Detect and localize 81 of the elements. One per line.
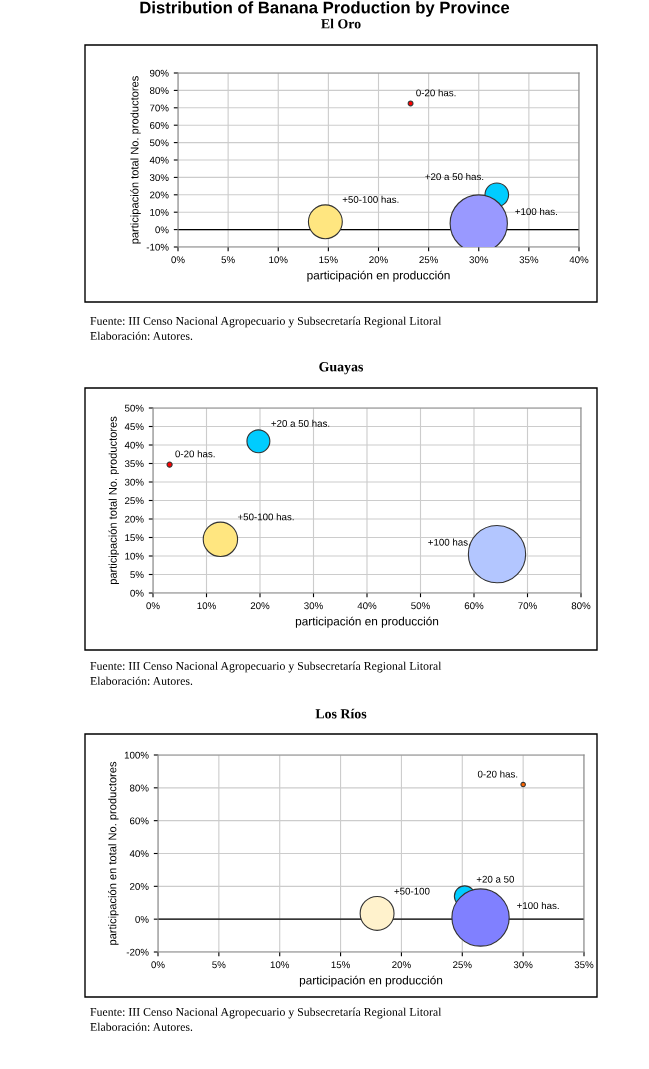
y-tick-label: 0% bbox=[135, 915, 149, 923]
y-tick-label: -10% bbox=[146, 243, 169, 251]
source-note: Fuente: III Censo Nacional Agropecuario y Subsecretaría Regional Litoral bbox=[90, 661, 442, 673]
x-tick-label: 30% bbox=[304, 602, 323, 610]
y-tick-label: 10% bbox=[125, 552, 144, 560]
chart-title: Guayas bbox=[319, 362, 364, 375]
x-tick-label: 35% bbox=[519, 256, 539, 264]
x-tick-label: 60% bbox=[464, 602, 484, 610]
x-tick-label: 10% bbox=[269, 256, 288, 264]
y-tick-label: -20% bbox=[126, 948, 149, 956]
y-tick-label: 10% bbox=[150, 208, 169, 216]
y-tick-label: 5% bbox=[130, 571, 144, 579]
x-tick-label: 70% bbox=[518, 602, 537, 610]
x-tick-label: 20% bbox=[369, 256, 388, 264]
y-tick-label: 45% bbox=[124, 423, 144, 431]
x-tick-label: 30% bbox=[469, 256, 489, 264]
x-tick-label: 30% bbox=[513, 961, 533, 969]
x-axis-title: participación en producción bbox=[295, 616, 439, 628]
x-axis-title: participación en producción bbox=[299, 975, 443, 987]
x-tick-label: 5% bbox=[221, 256, 235, 264]
y-tick-label: 90% bbox=[149, 69, 169, 77]
series-label: +50-100 has. bbox=[237, 513, 294, 521]
x-tick-label: 35% bbox=[574, 961, 594, 969]
y-tick-label: 60% bbox=[150, 121, 169, 129]
series-label: +100 has. bbox=[517, 901, 559, 910]
series-label: +100 has. bbox=[515, 207, 557, 216]
series-label: +20 a 50 has. bbox=[271, 419, 330, 427]
text: Elaboración: Autores. bbox=[90, 676, 193, 686]
series-label: 0-20 has. bbox=[416, 89, 456, 97]
chart-subtitle: Distribution of Banana Production by Province bbox=[140, 1, 510, 17]
x-tick-label: 25% bbox=[419, 256, 439, 264]
y-tick-label: 35% bbox=[124, 460, 144, 468]
x-tick-label: 15% bbox=[331, 961, 350, 969]
y-tick-label: 40% bbox=[129, 850, 149, 858]
y-tick-label: 20% bbox=[125, 515, 144, 523]
x-tick-label: 50% bbox=[411, 602, 430, 610]
x-tick-label: 40% bbox=[357, 602, 377, 610]
x-tick-label: 15% bbox=[319, 256, 338, 264]
y-tick-label: 70% bbox=[150, 104, 169, 112]
y-tick-label: 0% bbox=[155, 226, 169, 234]
series-label: +20 a 50 bbox=[476, 875, 515, 883]
y-tick-label: 0% bbox=[130, 589, 144, 597]
y-tick-label: 50% bbox=[124, 404, 144, 412]
y-tick-label: 30% bbox=[124, 478, 144, 486]
series-label: +50-100 has. bbox=[342, 195, 399, 203]
x-tick-label: 40% bbox=[569, 256, 589, 264]
text: Elaboración: Autores. bbox=[90, 331, 193, 341]
chart-title: Los Ríos bbox=[315, 708, 367, 719]
y-tick-label: 15% bbox=[125, 534, 144, 542]
source-note: Fuente: III Censo Nacional Agropecuario y Subsecretaría Regional Litoral bbox=[90, 316, 442, 328]
x-tick-label: 25% bbox=[453, 961, 472, 969]
x-tick-label: 0% bbox=[171, 256, 185, 264]
text: Elaboración: Autores. bbox=[90, 1022, 193, 1032]
y-tick-label: 40% bbox=[149, 156, 169, 164]
y-tick-label: 60% bbox=[130, 817, 149, 825]
series-label: +100 has. bbox=[428, 538, 470, 546]
x-tick-label: 10% bbox=[197, 602, 216, 610]
y-tick-label: 30% bbox=[149, 174, 169, 182]
x-tick-label: 10% bbox=[270, 961, 290, 969]
series-label: 0-20 has. bbox=[477, 770, 518, 778]
y-tick-label: 80% bbox=[149, 87, 169, 95]
series-label: +50-100 bbox=[394, 887, 430, 895]
x-tick-label: 20% bbox=[250, 602, 270, 610]
y-tick-label: 40% bbox=[124, 441, 144, 449]
y-tick-label: 100% bbox=[124, 751, 149, 759]
y-axis-title: participación en total No. productores bbox=[108, 761, 119, 945]
y-tick-label: 50% bbox=[149, 139, 169, 147]
source-note: Fuente: III Censo Nacional Agropecuario y Subsecretaría Regional Litoral bbox=[90, 1007, 442, 1019]
chart-title: El Oro bbox=[321, 18, 361, 29]
y-axis-title: participación total No. productores bbox=[108, 416, 119, 585]
x-tick-label: 80% bbox=[571, 602, 591, 610]
series-label: +20 a 50 has. bbox=[425, 172, 484, 181]
series-label: 0-20 has. bbox=[175, 450, 215, 458]
y-tick-label: 20% bbox=[130, 883, 149, 890]
y-tick-label: 20% bbox=[150, 191, 169, 199]
x-tick-label: 20% bbox=[392, 961, 411, 969]
y-tick-label: 25% bbox=[125, 497, 144, 505]
y-tick-label: 80% bbox=[129, 784, 149, 792]
x-axis-title: participación en producción bbox=[307, 270, 450, 282]
y-axis-title: participación total No. productores bbox=[130, 76, 141, 244]
x-tick-label: 5% bbox=[212, 961, 226, 969]
